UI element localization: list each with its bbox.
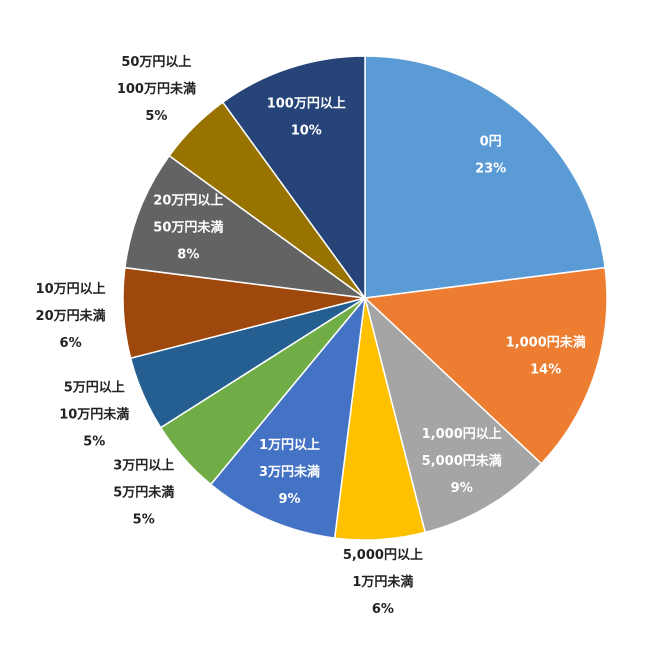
data-label: 10万円以上 (36, 282, 106, 297)
data-label: 14% (530, 363, 561, 378)
pie-slice (124, 154, 366, 299)
data-label: 5% (83, 435, 105, 450)
data-label: 50万円未満 (153, 220, 223, 236)
data-label: 9% (279, 492, 301, 507)
data-label: 10万円未満 (59, 407, 129, 423)
data-label: 20万円以上 (153, 194, 223, 209)
data-label: 5,000円以上 (343, 548, 423, 563)
data-label: 6% (372, 602, 394, 617)
pie-slice (363, 266, 608, 465)
data-label: 50万円以上 (121, 55, 191, 70)
data-label: 9% (451, 481, 473, 496)
pie-slice (221, 55, 366, 301)
data-label: 20万円未満 (36, 308, 106, 324)
data-label: 1万円未満 (352, 574, 413, 590)
data-label: 1,000円以上 (422, 427, 502, 442)
data-label: 5万円以上 (64, 381, 125, 396)
data-label: 5% (145, 109, 167, 124)
data-label: 3万円以上 (113, 459, 174, 474)
data-label: 3万円未満 (259, 464, 320, 480)
data-label: 100万円未満 (117, 81, 196, 97)
data-label: 5,000円未満 (422, 453, 502, 469)
data-label: 10% (291, 123, 322, 138)
data-label: 100万円以上 (267, 96, 346, 111)
pie-slice (209, 295, 367, 539)
pie-slice (363, 295, 543, 534)
data-label: 1万円以上 (259, 438, 320, 453)
data-label: 6% (60, 336, 82, 351)
data-label: 5万円未満 (113, 485, 174, 501)
data-label: 23% (475, 161, 506, 176)
data-label: 8% (177, 248, 199, 263)
data-label: 0円 (480, 134, 502, 149)
data-label: 5% (133, 513, 155, 528)
pie-slice (364, 55, 606, 299)
data-label: 1,000円未満 (506, 335, 586, 351)
